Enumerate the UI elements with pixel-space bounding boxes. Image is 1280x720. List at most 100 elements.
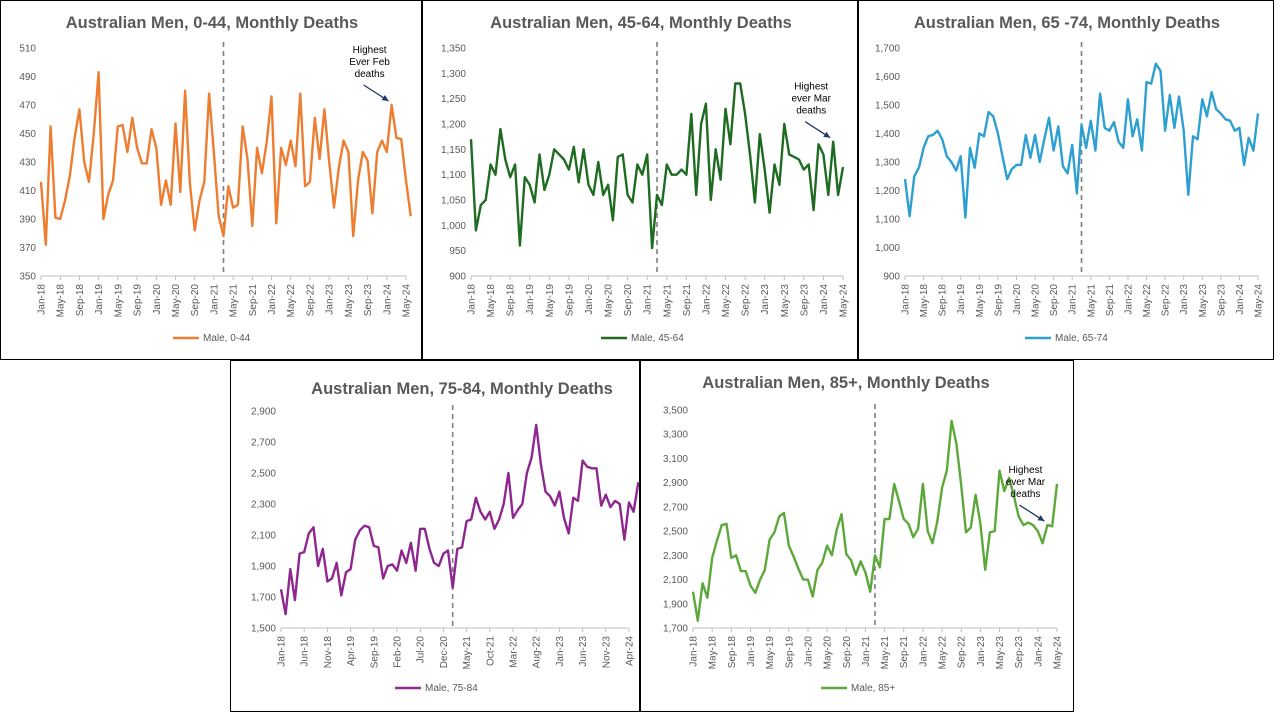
x-tick-label: Sep-22 [305,284,316,317]
x-tick-label: Sep-20 [842,636,853,669]
y-tick-label: 1,100 [875,215,900,226]
chart-panel-65-74: Australian Men, 65 -74, Monthly Deaths 9… [858,0,1274,360]
x-tick-label: May-24 [1053,636,1064,670]
x-tick-label: Sep-19 [993,284,1004,317]
y-tick-label: 1,200 [441,120,466,131]
x-tick-label: Jan-22 [1123,284,1134,315]
y-tick-label: 2,500 [251,469,276,480]
y-tick-label: 1,000 [441,221,466,232]
x-tick-label: May-20 [171,284,182,318]
y-tick-label: 1,700 [875,44,900,55]
chart-45-64: Australian Men, 45-64, Monthly Deaths 90… [441,14,850,344]
series-line [469,82,845,250]
legend-label: Male, 0-44 [203,333,251,344]
x-tick-label: May-18 [708,636,719,670]
y-tick-label: 1,050 [441,196,466,207]
legend-label: Male, 45-64 [631,333,684,344]
y-tick-label: 1,000 [875,243,900,254]
y-tick-label: 2,900 [663,478,688,489]
y-tick-label: 1,100 [441,170,466,181]
x-tick-label: May-19 [545,284,556,318]
y-tick-label: 1,350 [441,44,466,55]
x-tick-label: Jan-19 [956,284,967,315]
y-tick-label: 900 [449,272,466,283]
x-tick-label: Sep-21 [899,636,910,669]
y-tick-label: 2,900 [251,407,276,418]
y-tick-label: 350 [19,272,36,283]
y-tick-label: 2,500 [663,527,688,538]
y-tick-label: 390 [19,215,36,226]
x-tick-label: Sep-18 [506,284,517,317]
x-tick-label: Jan-20 [584,284,595,315]
y-tick-label: 2,100 [663,575,688,586]
y-tick-label: 1,700 [663,624,688,635]
x-tick-label: Jan-23 [976,636,987,667]
y-tick-label: 370 [19,243,36,254]
x-tick-label: Jan-18 [467,284,478,315]
x-tick-label: Dec-20 [439,636,450,669]
x-tick-label: Sep-22 [741,284,752,317]
x-tick-label: May-22 [1142,284,1153,318]
annotation-text: deaths [1010,489,1040,500]
y-tick-label: 1,400 [875,129,900,140]
x-tick-label: May-21 [662,284,673,318]
x-tick-label: Sep-19 [564,284,575,317]
x-tick-label: Apr-19 [346,636,357,666]
x-tick-label: May-23 [995,636,1006,670]
y-tick-label: 1,500 [875,101,900,112]
x-tick-label: Nov-23 [601,636,612,669]
annotation-text: Ever Feb [349,57,390,68]
x-tick-label: May-23 [780,284,791,318]
x-tick-label: Jan-18 [689,636,700,667]
y-tick-label: 900 [883,272,900,283]
x-tick-label: Jan-23 [325,284,336,315]
y-tick-label: 1,250 [441,94,466,105]
y-tick-label: 1,900 [663,599,688,610]
chart-panel-45-64: Australian Men, 45-64, Monthly Deaths 90… [422,0,858,360]
x-tick-label: May-23 [344,284,355,318]
chart-panel-75-84: Australian Men, 75-84, Monthly Deaths 1,… [230,360,640,712]
x-tick-label: Sep-20 [623,284,634,317]
x-tick-label: Jan-22 [918,636,929,667]
x-tick-label: Jan-21 [209,284,220,315]
legend-label: Male, 65-74 [1055,333,1108,344]
chart-title: Australian Men, 45-64, Monthly Deaths [490,14,792,32]
x-tick-label: Aug-22 [532,636,543,669]
y-tick-label: 490 [19,72,36,83]
chart-85-plus: Australian Men, 85+, Monthly Deaths 1,70… [663,374,1064,694]
y-tick-label: 1,500 [251,624,276,635]
x-tick-label: Jan-21 [643,284,654,315]
x-tick-label: Nov-18 [323,636,334,669]
x-tick-label: May-22 [286,284,297,318]
x-tick-label: Sep-18 [938,284,949,317]
x-tick-label: Sep-21 [1105,284,1116,317]
x-tick-label: May-20 [1031,284,1042,318]
x-tick-label: May-24 [839,284,850,318]
x-tick-label: May-19 [113,284,124,318]
x-tick-label: Jul-20 [416,636,427,664]
x-tick-label: May-24 [1254,284,1265,318]
x-tick-label: Sep-23 [1014,636,1025,669]
series-line [279,423,640,616]
y-tick-label: 2,700 [663,502,688,513]
x-tick-label: May-22 [721,284,732,318]
annotation-arrowhead [823,131,831,138]
x-tick-label: Jan-23 [1179,284,1190,315]
y-tick-label: 510 [19,44,36,55]
chart-title: Australian Men, 65 -74, Monthly Deaths [914,14,1220,32]
annotation-text: Highest [1008,465,1042,476]
x-tick-label: Jan-19 [94,284,105,315]
x-tick-label: Sep-23 [363,284,374,317]
x-tick-label: Sep-22 [957,636,968,669]
legend-label: Male, 85+ [851,683,895,694]
y-tick-label: 2,100 [251,531,276,542]
x-tick-label: May-20 [604,284,615,318]
annotation-text: deaths [355,69,385,80]
x-tick-label: May-19 [765,636,776,670]
x-tick-label: Sep-20 [1049,284,1060,317]
x-tick-label: Jan-18 [37,284,48,315]
y-tick-label: 1,150 [441,145,466,156]
chart-title: Australian Men, 75-84, Monthly Deaths [311,380,613,398]
x-tick-label: Oct-21 [485,636,496,666]
x-tick-label: Jan-23 [760,284,771,315]
